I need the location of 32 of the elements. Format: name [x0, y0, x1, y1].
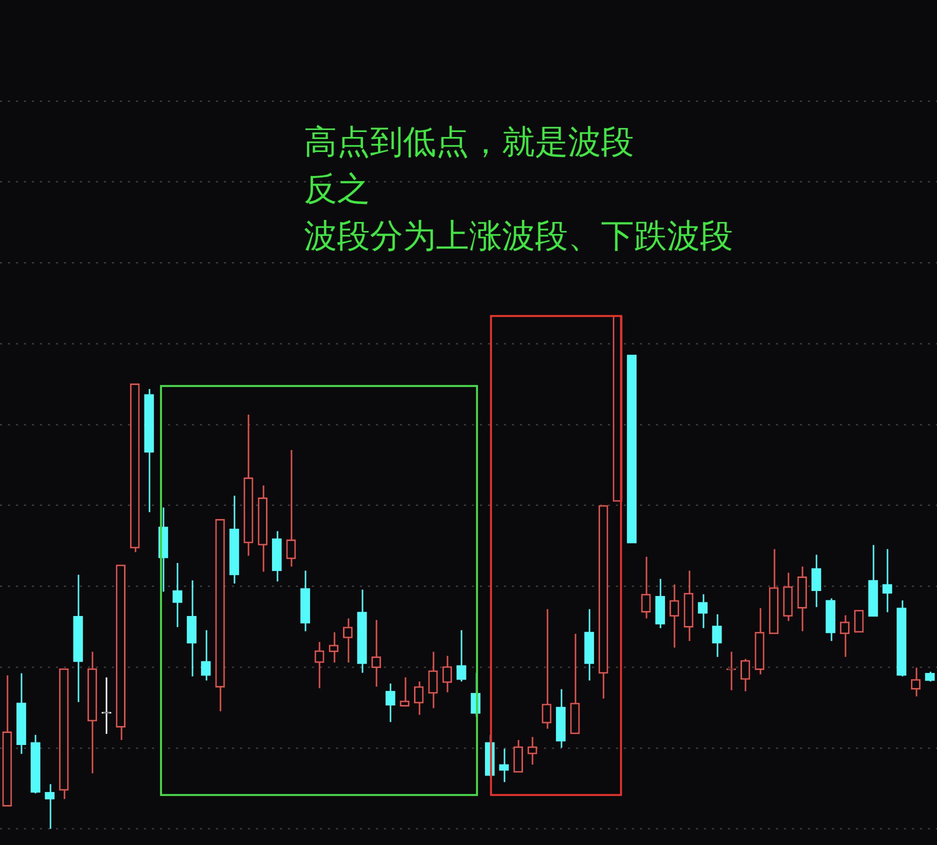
candlestick — [428, 650, 438, 709]
candlestick — [328, 631, 338, 664]
candlestick — [400, 676, 410, 707]
candlestick — [542, 608, 552, 730]
candlestick — [698, 594, 708, 629]
candlestick — [456, 629, 466, 682]
candlestick — [840, 614, 850, 658]
candlestick — [499, 748, 509, 783]
candlestick — [528, 736, 538, 766]
candlestick — [286, 449, 296, 568]
candlestick — [386, 682, 396, 723]
candlestick — [910, 666, 921, 698]
candlestick — [442, 655, 452, 694]
text: 反之 — [304, 168, 371, 210]
candlestick — [811, 554, 822, 608]
candlestick — [641, 556, 651, 620]
candlestick — [854, 610, 864, 633]
candlestick — [740, 658, 750, 692]
candlestick — [371, 619, 382, 688]
candlestick — [712, 614, 722, 658]
candlestick — [201, 629, 211, 682]
candlestick — [44, 783, 55, 830]
candlestick — [342, 618, 353, 664]
candlestick — [925, 671, 935, 682]
candlestick — [172, 562, 182, 628]
candlestick — [670, 584, 680, 648]
text: 波段分为上涨波段、下跌波段 — [304, 215, 733, 257]
candlestick — [314, 641, 324, 689]
candlestick — [414, 680, 424, 716]
text: 高点到低点，就是波段 — [304, 121, 635, 163]
candlestick — [513, 739, 524, 774]
candlestick — [882, 548, 892, 613]
